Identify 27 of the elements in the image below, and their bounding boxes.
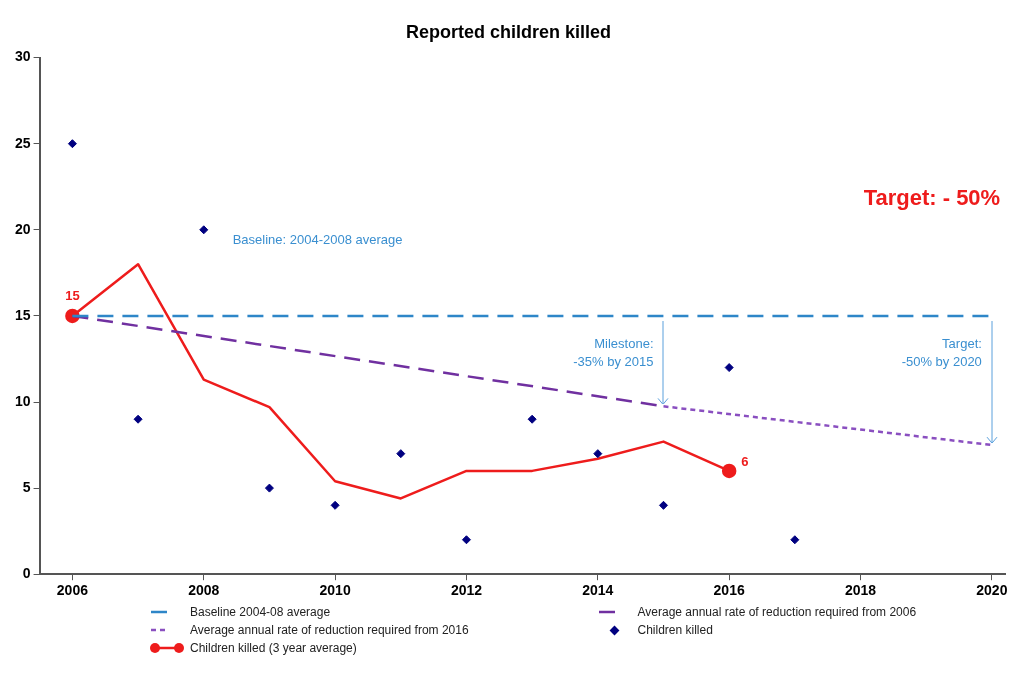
x-tick-label: 2014 (582, 582, 614, 599)
y-tick-label: 30 (14, 48, 31, 65)
x-tick-label: 2010 (319, 582, 351, 599)
x-tick-label: 2020 (976, 582, 1008, 599)
y-tick-label: 5 (22, 478, 31, 495)
annotation: Target: -50% by 2020 (901, 335, 982, 369)
data-label: 15 (65, 287, 80, 303)
legend-label: Average annual rate of reduction required from 2016 (190, 623, 469, 637)
x-tick-label: 2018 (844, 582, 877, 599)
annotation: Target: - 50% (863, 184, 1001, 210)
legend-label: Baseline 2004-08 average (190, 605, 331, 619)
y-tick-label: 25 (14, 134, 31, 151)
y-tick-label: 0 (22, 565, 31, 582)
legend-label: Children killed (637, 623, 713, 637)
x-tick-label: 2006 (56, 582, 89, 599)
annotation: Milestone: -35% by 2015 (573, 335, 654, 369)
y-tick-label: 10 (14, 392, 31, 409)
y-tick-label: 15 (14, 306, 31, 323)
annotation: Baseline: 2004-2008 average (232, 231, 403, 247)
x-tick-label: 2012 (450, 582, 483, 599)
x-tick-label: 2016 (713, 582, 745, 599)
legend-label: Children killed (3 year average) (190, 641, 357, 655)
data-label: 6 (741, 453, 749, 469)
x-tick-label: 2008 (188, 582, 220, 599)
y-tick-label: 20 (14, 220, 31, 237)
chart-title: Reported children killed (405, 21, 612, 42)
legend-label: Average annual rate of reduction required from 2006 (637, 605, 917, 619)
